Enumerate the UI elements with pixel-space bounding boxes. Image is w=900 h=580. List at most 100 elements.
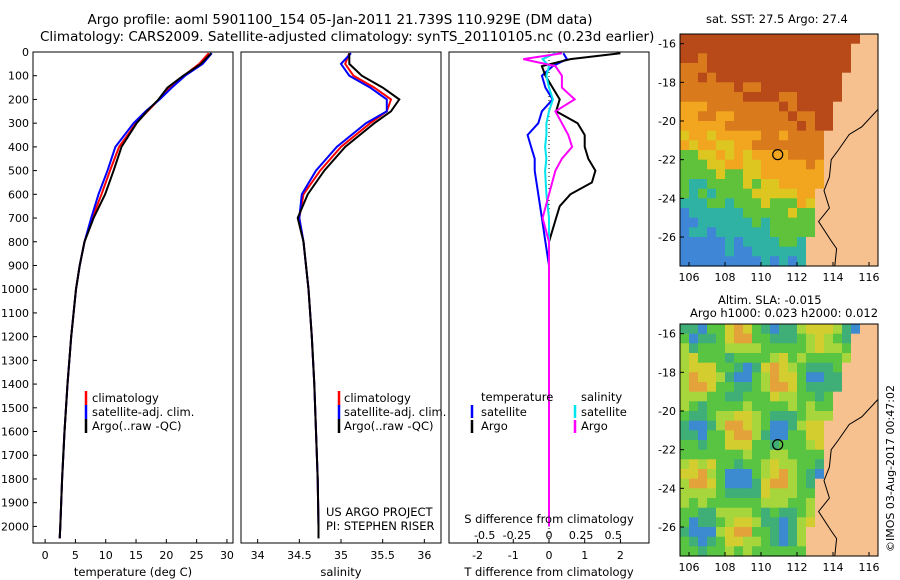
x-tick-label: -2	[472, 549, 483, 562]
salinity-panel	[240, 51, 442, 544]
x-tick-label: 34	[251, 549, 265, 562]
map-cell	[842, 391, 852, 402]
map-cell	[860, 179, 870, 190]
map-cell	[779, 527, 789, 538]
s-tick-label: 0.5	[605, 529, 623, 542]
map-cell	[824, 488, 834, 499]
map-cell	[842, 53, 852, 64]
map-cell	[716, 440, 726, 451]
map-cell	[833, 140, 843, 151]
map-cell	[851, 430, 861, 441]
map-cell	[797, 527, 807, 538]
map-cell	[707, 188, 717, 199]
map-cell	[734, 440, 744, 451]
map-cell	[851, 459, 861, 470]
map-cell	[842, 237, 852, 248]
map-cell	[788, 430, 798, 441]
map-x-tick-label: 116	[859, 271, 880, 284]
map-cell	[824, 53, 834, 64]
map-cell	[851, 63, 861, 74]
map-cell	[752, 198, 762, 209]
map-cell	[716, 246, 726, 257]
map-cell	[779, 536, 789, 547]
map-cell	[770, 333, 780, 344]
map-cell	[689, 237, 699, 248]
map-cell	[752, 217, 762, 228]
x-tick-label: 20	[159, 549, 173, 562]
map-cell	[788, 130, 798, 141]
map-cell	[743, 420, 753, 431]
map-cell	[770, 401, 780, 412]
map-cell	[824, 237, 834, 248]
map-cell	[716, 121, 726, 132]
map-cell	[752, 546, 762, 557]
map-cell	[734, 159, 744, 170]
map-cell	[779, 140, 789, 151]
map-cell	[698, 362, 708, 373]
map-cell	[851, 469, 861, 480]
map-cell	[761, 256, 771, 267]
map-cell	[752, 372, 762, 383]
map-cell	[860, 478, 870, 489]
map-x-tick-label: 116	[859, 561, 880, 574]
map-cell	[806, 391, 816, 402]
map-cell	[734, 517, 744, 528]
map-cell	[698, 391, 708, 402]
map-cell	[698, 430, 708, 441]
map-cell	[869, 459, 879, 470]
map-cell	[833, 188, 843, 199]
map-cell	[743, 430, 753, 441]
map-cell	[698, 159, 708, 170]
map-cell	[761, 130, 771, 141]
map-cell	[788, 34, 798, 45]
map-cell	[716, 43, 726, 54]
map-cell	[842, 150, 852, 161]
map-cell	[689, 430, 699, 441]
map-cell	[770, 420, 780, 431]
map-cell	[815, 517, 825, 528]
map-cell	[752, 498, 762, 509]
map-cell	[698, 72, 708, 83]
map-cell	[797, 217, 807, 228]
map-cell	[680, 63, 690, 74]
map-cell	[779, 53, 789, 64]
map-cell	[869, 208, 879, 219]
map-cell	[707, 449, 717, 460]
map-cell	[869, 449, 879, 460]
map-cell	[743, 401, 753, 412]
map-cell	[833, 92, 843, 103]
map-cell	[707, 382, 717, 393]
map-cell	[851, 507, 861, 518]
map-cell	[788, 111, 798, 122]
map-cell	[770, 82, 780, 93]
map-cell	[779, 159, 789, 170]
map-cell	[869, 256, 879, 267]
map-cell	[833, 256, 843, 267]
map-cell	[734, 111, 744, 122]
map-cell	[806, 217, 816, 228]
map-cell	[689, 179, 699, 190]
map-cell	[698, 478, 708, 489]
map-cell	[752, 449, 762, 460]
map-cell	[725, 478, 735, 489]
map-cell	[833, 82, 843, 93]
depth-tick-label: 1200	[1, 331, 29, 344]
map-cell	[815, 478, 825, 489]
map-cell	[815, 449, 825, 460]
map-cell	[851, 159, 861, 170]
map-cell	[752, 517, 762, 528]
map-cell	[743, 53, 753, 64]
map-cell	[779, 82, 789, 93]
map-cell	[833, 343, 843, 354]
map-cell	[725, 237, 735, 248]
map-cell	[716, 111, 726, 122]
map-cell	[680, 121, 690, 132]
map-cell	[743, 459, 753, 470]
depth-tick-label: 0	[22, 46, 29, 59]
map-cell	[815, 372, 825, 383]
map-cell	[680, 208, 690, 219]
map-cell	[833, 198, 843, 209]
map-cell	[743, 82, 753, 93]
map-cell	[842, 353, 852, 364]
map-cell	[761, 140, 771, 151]
